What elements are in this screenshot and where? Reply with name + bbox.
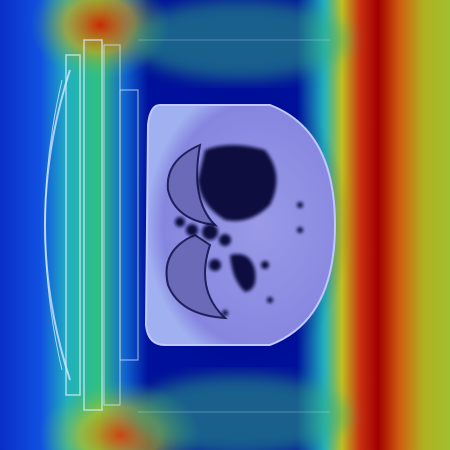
heatmap-band bbox=[130, 0, 350, 80]
dark-regions bbox=[175, 145, 303, 316]
scanner-table bbox=[44, 39, 330, 413]
heatmap-band bbox=[130, 375, 350, 450]
lungs bbox=[165, 143, 228, 320]
body-cross-section bbox=[144, 104, 337, 346]
